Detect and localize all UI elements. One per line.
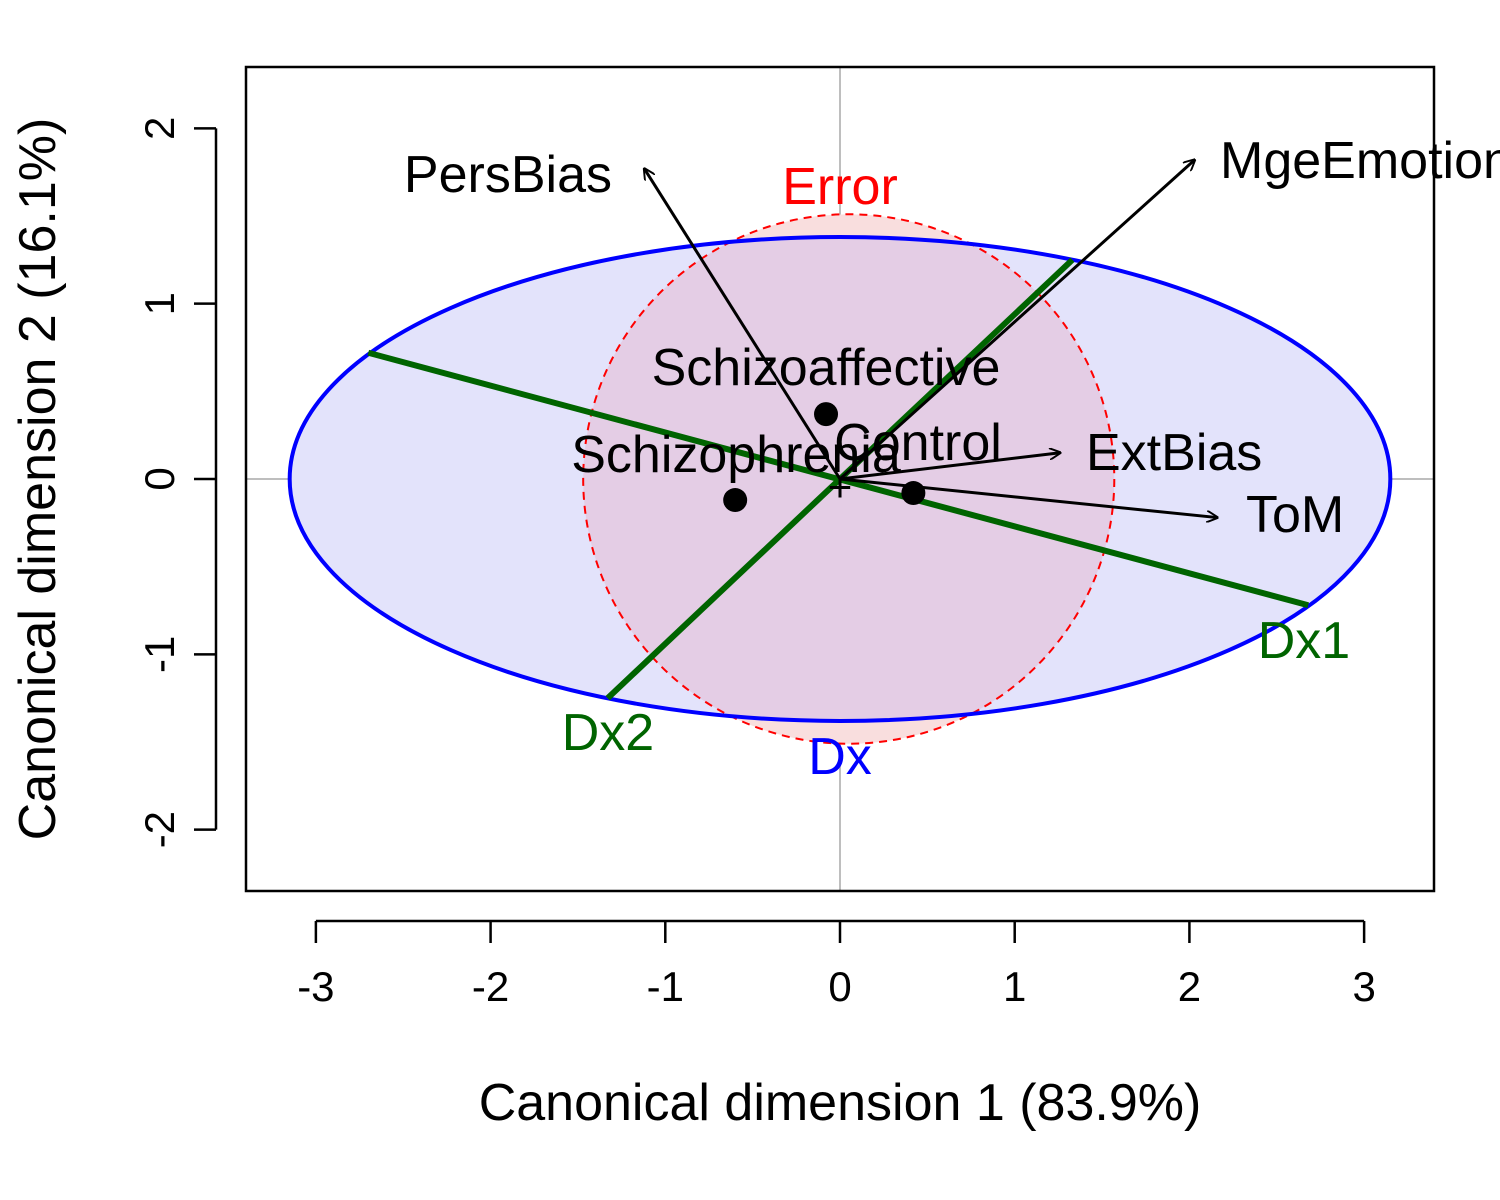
group-label-control: Control [834, 414, 1002, 472]
mean-point-control [901, 481, 926, 506]
y-tick-label: 1 [136, 292, 183, 315]
x-tick-label: 2 [1178, 963, 1201, 1010]
origin-marker: + [828, 463, 853, 510]
hypothesis-ellipse-label: Dx [808, 728, 872, 786]
y-tick-label: 0 [136, 467, 183, 490]
hypothesis-axis-label-dx1: Dx1 [1258, 612, 1350, 670]
hypothesis-axis-label-dx2: Dx2 [562, 704, 654, 762]
group-label-schizophrenia: Schizophrenia [571, 426, 901, 484]
vector-label-persbias: PersBias [404, 146, 612, 204]
plot-frame [244, 65, 1436, 893]
vector-label-tom: ToM [1246, 486, 1344, 544]
vector-tom [839, 477, 1217, 518]
hypothesis-ellipse [287, 235, 1393, 723]
x-axis-label: Canonical dimension 1 (83.9%) [479, 1074, 1202, 1132]
x-tick-label: 0 [828, 963, 851, 1010]
error-ellipse [582, 213, 1116, 745]
x-tick-label: -3 [297, 963, 334, 1010]
mean-point-schizophrenia [723, 488, 748, 513]
y-tick-label: 2 [136, 117, 183, 140]
x-tick-label: -2 [472, 963, 509, 1010]
x-tick-label: 1 [1003, 963, 1026, 1010]
vector-mgeemotions [838, 160, 1195, 481]
vector-label-extbias: ExtBias [1086, 424, 1262, 482]
y-tick-label: -1 [136, 636, 183, 673]
vector-label-mgeemotions: MgeEmotions [1220, 132, 1500, 190]
y-axis-label: Canonical dimension 2 (16.1%) [9, 118, 67, 841]
x-tick-label: -1 [647, 963, 684, 1010]
group-label-schizoaffective: Schizoaffective [652, 339, 1001, 397]
mean-point-schizoaffective [814, 402, 839, 427]
vector-extbias [839, 453, 1060, 481]
vector-persbias [644, 169, 842, 480]
y-tick-label: -2 [136, 811, 183, 848]
error-ellipse-label: Error [782, 158, 898, 216]
x-tick-label: 3 [1352, 963, 1375, 1010]
